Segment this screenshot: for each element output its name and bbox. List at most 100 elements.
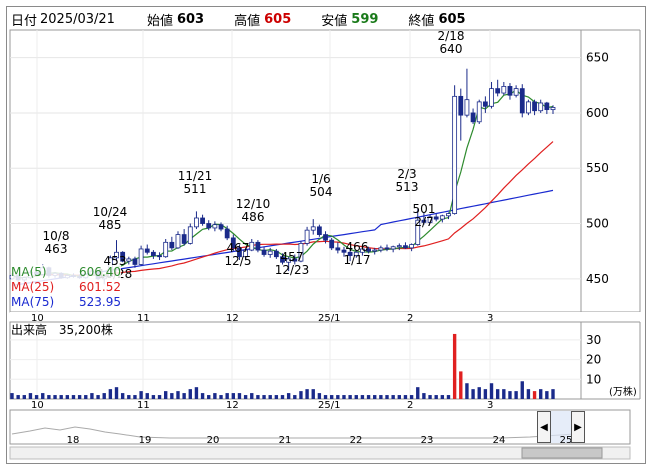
volume-value: 35,200株 xyxy=(58,323,113,337)
volume-bar xyxy=(200,393,205,399)
candle-body xyxy=(261,249,267,255)
candle xyxy=(261,246,267,257)
annotation-line-2: 511 xyxy=(184,182,207,196)
volume-bar xyxy=(551,389,555,399)
candle-body xyxy=(372,249,378,252)
candle xyxy=(292,254,298,265)
volume-bar xyxy=(34,395,39,399)
candle-body xyxy=(243,249,249,258)
candle-body xyxy=(144,248,150,253)
candle xyxy=(464,68,470,118)
candle xyxy=(243,247,249,261)
candle xyxy=(501,81,507,96)
ma-legend-value: 601.52 xyxy=(79,280,121,294)
volume-bar xyxy=(366,395,371,399)
candle-body xyxy=(273,250,279,258)
candle xyxy=(280,253,285,265)
volume-bar xyxy=(114,387,119,399)
candle-body xyxy=(298,243,304,262)
volume-bar xyxy=(274,395,279,399)
navigator-scrollbar[interactable] xyxy=(9,446,631,460)
annotation-line-1: 2/3 xyxy=(397,167,416,181)
candle-body xyxy=(206,223,212,229)
candle xyxy=(132,256,138,268)
low-value: 599 xyxy=(351,11,379,27)
volume-bar xyxy=(545,391,549,399)
candlestick-series xyxy=(9,68,556,285)
candle xyxy=(384,244,390,252)
volume-bar xyxy=(139,391,143,399)
volume-bar xyxy=(434,395,438,399)
candle xyxy=(495,79,501,97)
volume-bar xyxy=(465,383,469,399)
annotation-line-1: 466 xyxy=(346,240,369,254)
x-tick-label: 11 xyxy=(137,313,150,324)
navigator-scroll-thumb[interactable] xyxy=(521,447,603,459)
volume-bar xyxy=(336,395,340,399)
candle-body xyxy=(544,102,550,111)
price-axis: 650 600 550 500 450 xyxy=(586,51,609,286)
navigator-left-handle[interactable]: ◀ xyxy=(537,411,551,443)
volume-bar xyxy=(446,395,451,399)
volume-bar xyxy=(77,395,82,399)
ma-legend-row: MA(75) 523.95 xyxy=(11,295,121,310)
candle xyxy=(181,229,187,246)
volume-bar xyxy=(157,395,162,399)
candle-body xyxy=(538,102,544,112)
annotation-line-1: 457 xyxy=(281,250,304,264)
candle-body xyxy=(378,247,384,251)
volume-bar xyxy=(16,395,20,399)
candle-body xyxy=(501,86,507,94)
volume-bar xyxy=(471,389,475,399)
volume-bar xyxy=(96,395,100,399)
volume-bar xyxy=(219,395,223,399)
volume-x-tick-label: 25/1 xyxy=(318,400,340,411)
candle xyxy=(138,245,144,266)
candle xyxy=(157,252,162,261)
candle-body xyxy=(519,88,525,114)
candle xyxy=(390,245,396,253)
date-label: 日付 xyxy=(11,13,38,29)
candle-body xyxy=(526,101,531,114)
candle-body xyxy=(175,234,181,249)
volume-bar xyxy=(385,395,389,399)
volume-bar xyxy=(182,393,186,399)
candle-body xyxy=(409,244,415,249)
ma-legend-name: MA(25) xyxy=(11,280,55,294)
candle xyxy=(458,88,464,141)
candle xyxy=(126,256,132,265)
volume-x-tick-label: 3 xyxy=(487,400,493,411)
candle xyxy=(144,244,150,255)
candle xyxy=(396,243,402,251)
volume-bar xyxy=(133,395,137,399)
candle-body xyxy=(366,248,371,252)
volume-bar xyxy=(188,389,192,399)
volume-bar xyxy=(59,395,63,399)
candle-body xyxy=(286,258,292,263)
volume-tick-label: 30 xyxy=(586,333,601,347)
volume-bar xyxy=(508,391,512,399)
volume-bar xyxy=(305,389,309,399)
candle xyxy=(329,237,335,251)
navigator-date-label: 23 xyxy=(421,435,434,446)
volume-bar xyxy=(65,395,70,399)
candle-body xyxy=(384,247,390,250)
candle-body xyxy=(230,237,236,249)
low-label: 安値 xyxy=(321,13,348,29)
candle-body xyxy=(200,217,205,224)
x-tick-label: 3 xyxy=(487,313,493,324)
candle xyxy=(218,222,224,232)
price-annotations: 10/846310/2448545310/2811/2151146712/512… xyxy=(43,29,465,281)
volume-bar xyxy=(317,393,322,399)
close-value: 605 xyxy=(438,11,466,27)
volume-tick-label: 20 xyxy=(586,353,601,367)
navigator-right-handle[interactable]: ▶ xyxy=(571,411,585,443)
candle xyxy=(175,231,181,249)
candle xyxy=(316,224,322,237)
candle-body xyxy=(255,241,261,251)
volume-bar xyxy=(108,389,113,399)
candle xyxy=(409,243,415,252)
